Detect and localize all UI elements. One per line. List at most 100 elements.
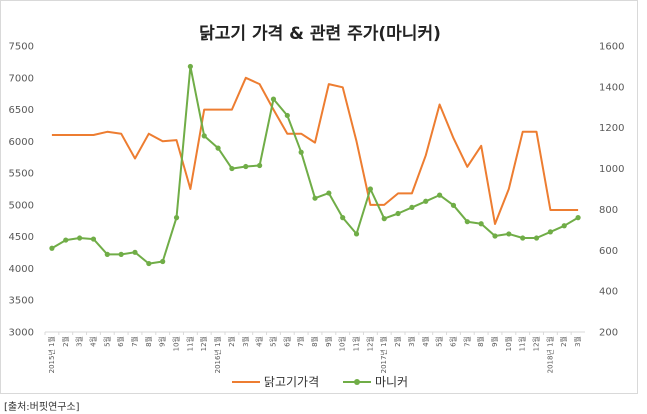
x-axis-tick-label: 9월 bbox=[324, 336, 333, 347]
left-axis-tick-label: 3500 bbox=[9, 296, 34, 307]
right-axis-tick-label: 400 bbox=[599, 287, 618, 298]
data-point-maniker bbox=[395, 210, 401, 217]
left-axis-tick-label: 4000 bbox=[9, 264, 34, 275]
data-point-maniker bbox=[353, 231, 360, 237]
data-point-maniker bbox=[367, 186, 373, 192]
left-axis-tick-label: 7000 bbox=[9, 73, 34, 84]
data-point-maniker bbox=[533, 235, 540, 241]
data-point-maniker bbox=[520, 235, 526, 241]
x-axis-tick-label: 2017년 1월 bbox=[379, 336, 388, 373]
data-point-maniker bbox=[326, 190, 332, 196]
legend-item-maniker: 마니커 bbox=[342, 373, 409, 390]
x-axis-tick-label: 12월 bbox=[365, 336, 374, 351]
left-axis-tick-label: 3000 bbox=[9, 328, 34, 339]
x-axis-tick-label: 9월 bbox=[490, 336, 499, 347]
data-point-maniker bbox=[340, 215, 346, 221]
x-axis-tick-label: 3월 bbox=[573, 336, 582, 347]
chart-svg: 3000 3500 4000 4500 5000 5500 6000 6500 7000 7500… bbox=[9, 42, 625, 374]
right-axis-tick-label: 1600 bbox=[599, 42, 624, 53]
data-point-maniker bbox=[450, 202, 457, 208]
x-axis-tick-label: 10월 bbox=[172, 336, 181, 351]
legend-label-chicken-price: 닭고기가격 bbox=[263, 375, 320, 389]
x-axis-tick-label: 12월 bbox=[199, 336, 208, 351]
data-point-maniker bbox=[77, 235, 83, 241]
right-axis-tick-label: 600 bbox=[599, 246, 618, 257]
data-point-maniker bbox=[146, 260, 152, 267]
data-point-maniker bbox=[284, 112, 290, 119]
data-point-maniker bbox=[132, 249, 138, 255]
left-axis-tick-label: 7500 bbox=[9, 42, 34, 53]
x-axis-tick-label: 2016년 1월 bbox=[213, 336, 222, 373]
x-axis-tick-label: 2월 bbox=[61, 336, 70, 347]
x-axis-tick-label: 2015년 1월 bbox=[47, 336, 56, 373]
data-point-maniker bbox=[464, 219, 470, 225]
legend-swatch-maniker bbox=[342, 377, 371, 387]
data-point-maniker bbox=[90, 236, 97, 242]
legend-label-maniker: 마니커 bbox=[374, 375, 409, 389]
data-point-maniker bbox=[547, 229, 553, 235]
x-axis-tick-label: 5월 bbox=[268, 336, 277, 347]
x-axis-tick-label: 8월 bbox=[476, 336, 485, 347]
source-note: [출처:버핏연구소] bbox=[4, 402, 80, 413]
data-point-maniker bbox=[409, 204, 415, 210]
x-axis-tick-label: 3월 bbox=[75, 336, 84, 347]
data-point-maniker bbox=[506, 231, 512, 237]
x-axis-tick-label: 3월 bbox=[241, 336, 250, 347]
data-point-maniker bbox=[104, 251, 110, 257]
x-axis-tick-label: 10월 bbox=[338, 336, 347, 351]
series-line-chicken-price bbox=[51, 76, 579, 225]
data-point-maniker bbox=[257, 162, 263, 169]
data-point-maniker bbox=[49, 245, 55, 251]
data-point-maniker bbox=[561, 223, 567, 229]
x-axis-tick-label: 6월 bbox=[282, 336, 291, 347]
right-axis-tick-label: 800 bbox=[599, 205, 618, 216]
data-point-maniker bbox=[298, 149, 304, 155]
x-axis-tick-label: 8월 bbox=[310, 336, 319, 347]
data-point-maniker bbox=[215, 145, 221, 151]
data-point-maniker bbox=[63, 237, 69, 243]
x-axis-tick-label: 4월 bbox=[255, 336, 264, 347]
x-axis-tick-label: 4월 bbox=[88, 336, 97, 347]
legend-swatch-chicken-price bbox=[231, 377, 260, 387]
x-axis-tick-label: 5월 bbox=[435, 336, 444, 347]
data-point-maniker bbox=[160, 258, 166, 265]
x-axis-tick-label: 6월 bbox=[116, 336, 125, 347]
x-axis-tick-label: 10월 bbox=[504, 336, 513, 351]
x-axis-tick-label: 4월 bbox=[421, 336, 430, 347]
data-point-maniker bbox=[118, 251, 124, 257]
data-point-maniker bbox=[173, 215, 180, 221]
series-line-maniker bbox=[51, 65, 579, 265]
x-axis-tick-label: 11월 bbox=[352, 336, 361, 351]
data-point-maniker bbox=[478, 221, 484, 227]
left-axis-tick-label: 4500 bbox=[9, 232, 34, 243]
legend: 닭고기가격 마니커 bbox=[1, 373, 639, 390]
data-point-maniker bbox=[229, 165, 235, 172]
x-axis-tick-label: 5월 bbox=[102, 336, 111, 347]
data-point-maniker bbox=[312, 195, 318, 201]
x-axis-tick-label: 6월 bbox=[448, 336, 457, 347]
right-axis-tick-label: 1400 bbox=[599, 82, 624, 93]
x-axis-tick-label: 11월 bbox=[518, 336, 527, 351]
x-axis-tick-label: 7월 bbox=[130, 336, 139, 347]
x-axis-tick-label: 9월 bbox=[158, 336, 167, 347]
x-axis-tick-label: 2월 bbox=[559, 336, 568, 347]
data-point-maniker bbox=[270, 96, 277, 102]
data-point-maniker bbox=[423, 198, 429, 204]
x-axis-tick-label: 7월 bbox=[462, 336, 471, 347]
right-axis-tick-label: 1200 bbox=[599, 123, 624, 134]
x-axis-tick-label: 11월 bbox=[185, 336, 194, 351]
data-point-maniker bbox=[381, 216, 387, 222]
data-point-maniker bbox=[492, 233, 498, 239]
x-axis-tick-label: 2월 bbox=[227, 336, 236, 347]
right-axis-tick-label: 1000 bbox=[599, 164, 624, 175]
x-axis-tick-label: 12월 bbox=[532, 336, 541, 351]
data-point-maniker bbox=[437, 192, 443, 198]
data-point-maniker bbox=[187, 63, 193, 70]
x-axis-tick-label: 3월 bbox=[407, 336, 416, 347]
x-axis-tick-label: 2월 bbox=[393, 336, 402, 347]
legend-item-chicken-price: 닭고기가격 bbox=[231, 373, 320, 390]
right-axis-tick-label: 200 bbox=[599, 328, 618, 339]
x-axis-tick-label: 7월 bbox=[296, 336, 305, 347]
x-axis-tick-label: 8월 bbox=[144, 336, 153, 347]
chart-frame: 3000 3500 4000 4500 5000 5500 6000 6500 7000 7500… bbox=[0, 0, 638, 394]
